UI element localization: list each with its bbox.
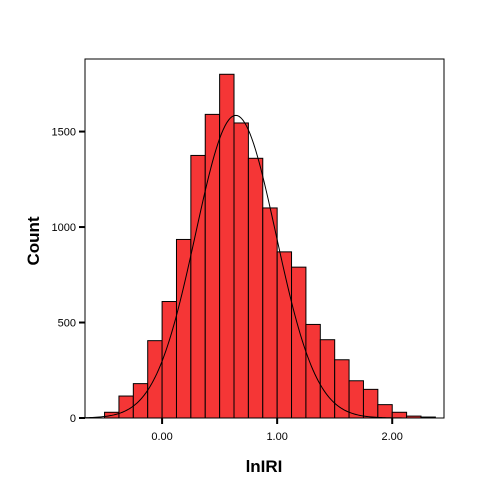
x-axis-title: lnIRI bbox=[246, 457, 283, 476]
x-axis: 0.00 1.00 2.00 bbox=[151, 418, 403, 443]
plot-frame bbox=[84, 58, 445, 419]
histogram-bar bbox=[147, 340, 163, 419]
histogram-bars bbox=[104, 73, 436, 419]
x-tick-label: 2.00 bbox=[382, 431, 403, 443]
histogram-bar bbox=[276, 251, 293, 419]
histogram-bar bbox=[190, 154, 206, 419]
y-tick-label: 1500 bbox=[52, 127, 76, 139]
y-tick-label: 0 bbox=[70, 413, 76, 425]
y-tick-label: 500 bbox=[58, 318, 76, 330]
histogram-bar bbox=[334, 359, 350, 419]
x-tick-label: 1.00 bbox=[266, 431, 287, 443]
y-axis-title: Count bbox=[24, 216, 43, 265]
histogram-bar bbox=[377, 404, 393, 419]
y-axis: 0 500 1000 1500 bbox=[52, 127, 85, 425]
histogram-bar bbox=[247, 157, 264, 419]
histogram-bar bbox=[233, 122, 249, 419]
histogram-bar bbox=[132, 383, 149, 419]
histogram-bar bbox=[391, 411, 408, 419]
histogram-bar bbox=[219, 73, 235, 419]
histogram-bar bbox=[161, 301, 177, 419]
histogram-bar bbox=[262, 207, 278, 419]
histogram-bar bbox=[319, 339, 336, 419]
y-tick-label: 1000 bbox=[52, 222, 76, 234]
x-tick-label: 0.00 bbox=[151, 431, 172, 443]
histogram-bar bbox=[348, 380, 364, 419]
histogram-bar bbox=[291, 266, 307, 419]
histogram-bar bbox=[204, 113, 221, 419]
histogram-bar bbox=[362, 388, 379, 419]
